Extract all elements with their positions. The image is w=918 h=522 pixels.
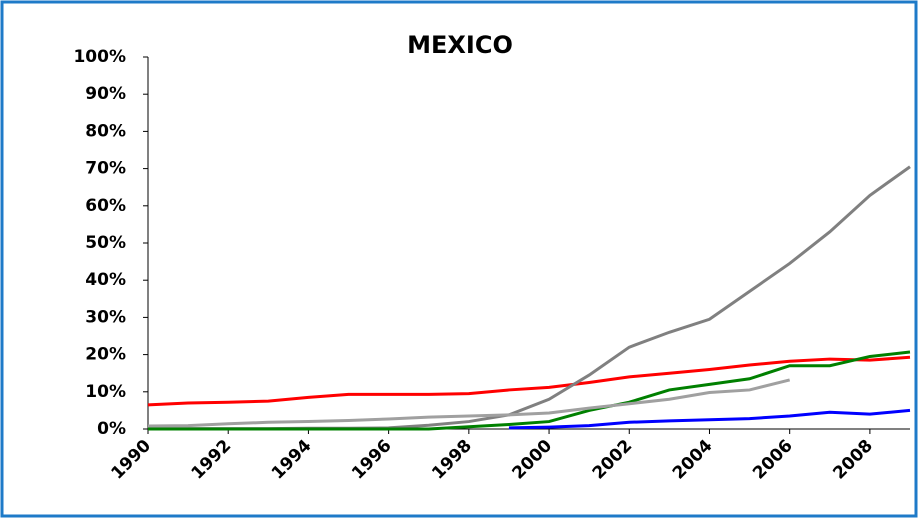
y-tick-label: 100%: [73, 47, 126, 67]
series-line: [147, 378, 791, 428]
series-line: [508, 408, 911, 430]
y-tick-label: 80%: [85, 121, 126, 141]
y-tick-label: 0%: [97, 419, 126, 439]
chart-title: MEXICO: [407, 31, 513, 59]
series-line: [147, 355, 911, 407]
y-tick-label: 50%: [85, 233, 126, 253]
y-tick-label: 20%: [85, 345, 126, 365]
y-tick-label: 90%: [85, 84, 126, 104]
series-line: [148, 350, 911, 431]
y-tick-label: 60%: [85, 196, 126, 216]
y-tick-label: 70%: [85, 159, 126, 179]
y-tick-label: 10%: [85, 382, 126, 402]
y-tick-label: 30%: [85, 307, 126, 327]
y-tick-label: 40%: [85, 270, 126, 290]
